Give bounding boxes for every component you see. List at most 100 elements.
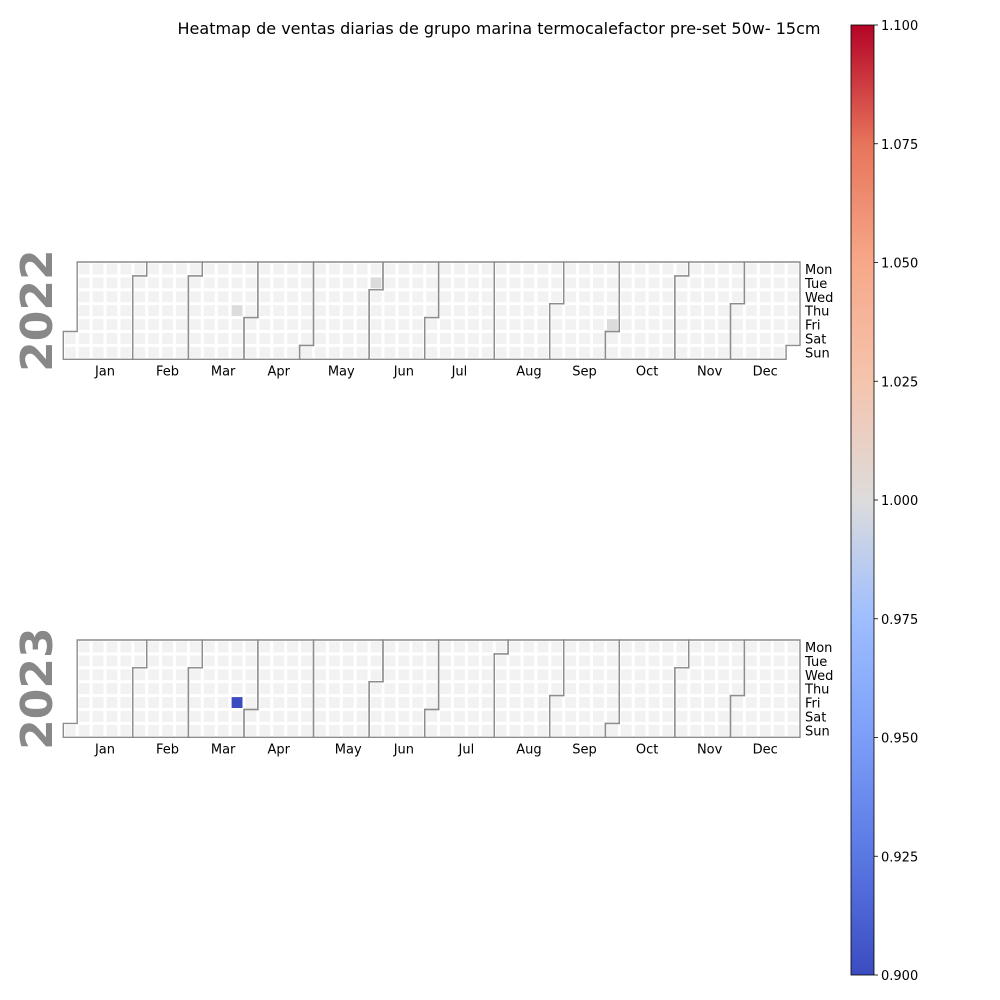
day-cell [134,641,146,653]
day-cell [78,655,90,667]
day-cell [120,319,132,330]
month-label: May [328,364,355,379]
day-cell [620,669,632,681]
day-cell [342,711,354,722]
day-cell [773,711,785,722]
day-cell [315,305,326,317]
day-cell [495,711,507,722]
day-cell [593,697,604,708]
day-cell [162,641,173,653]
day-cell [384,346,396,358]
day-cell [259,263,271,275]
day-cell [704,655,716,667]
day-cell [773,333,785,344]
day-cell [537,305,549,317]
day-cell [634,683,646,695]
day-cell [593,655,604,667]
day-cell [481,291,493,303]
day-cell [259,683,271,695]
day-cell [676,263,688,275]
day-cell [189,724,201,736]
day-cell [718,333,729,344]
day-cell [745,697,757,708]
day-label: Sat [805,332,826,347]
day-cell [440,724,451,736]
day-cell [231,641,243,653]
colorbar-tick-label: 1.025 [881,375,918,390]
day-cell [648,669,660,681]
day-cell [398,683,410,695]
day-cell [176,683,187,695]
day-cell [467,291,479,303]
day-cell [440,277,451,289]
day-cell [78,697,90,708]
day-label: Wed [805,291,833,306]
day-cell [495,346,507,358]
day-cell [551,655,563,667]
day-cell [356,683,368,695]
day-cell [634,277,646,289]
day-cell [92,724,104,736]
day-cell [718,711,729,722]
day-cell [648,305,660,317]
day-cell [120,346,132,358]
day-cell [523,655,535,667]
day-cell [732,711,743,722]
day-cell [426,333,438,344]
day-cells [64,263,799,358]
day-cell [634,724,646,736]
day-cell [273,683,285,695]
day-cell [509,277,521,289]
day-cell [301,305,312,317]
day-cell [273,711,285,722]
day-cell [523,333,535,344]
day-cell [704,711,716,722]
day-cell [162,319,173,330]
month-labels: Jan Feb Mar Apr May Jun Jul Aug Sep Oct Nov Dec [94,742,778,757]
day-cell [231,724,243,736]
day-cell [315,655,326,667]
day-cell [537,291,549,303]
day-cell [676,711,688,722]
day-cell [106,724,118,736]
day-cell [245,669,257,681]
day-cell [787,711,799,722]
day-cell [92,711,104,722]
day-cell [245,641,257,653]
day-cell [704,724,716,736]
day-cell [579,346,590,358]
day-cell [148,669,160,681]
day-cell [356,711,368,722]
day-cell [481,655,493,667]
day-cell [620,724,632,736]
day-cell [287,291,299,303]
day-cell [440,683,451,695]
day-cell [537,277,549,289]
day-cell [787,333,799,344]
day-cell [606,697,618,708]
day-cell [203,697,215,708]
day-cell [245,277,257,289]
day-cell [189,263,201,275]
day-cell [245,305,257,317]
day-cell [106,683,118,695]
day-cell [328,669,340,681]
day-cell [287,263,299,275]
day-cell [745,263,757,275]
day-cell [162,683,173,695]
day-cell [328,263,340,275]
day-cell [328,333,340,344]
month-border [298,261,384,360]
day-cell [176,263,187,275]
day-cell [259,724,271,736]
day-label: Fri [805,697,821,712]
day-cell [217,305,229,317]
day-cell [134,305,146,317]
day-cell [134,724,146,736]
day-cell [745,319,757,330]
day-cell [245,346,257,358]
day-cell [495,291,507,303]
day-cell [120,724,132,736]
day-cell [245,263,257,275]
